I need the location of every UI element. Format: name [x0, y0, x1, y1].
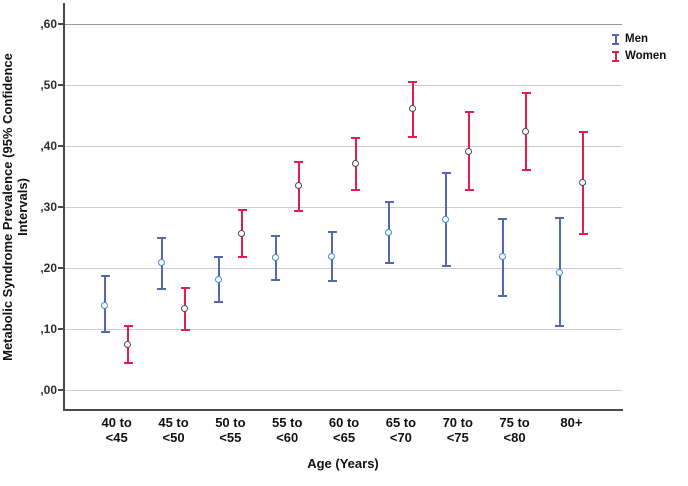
y-tick-mark [58, 145, 63, 148]
x-axis-title: Age (Years) [307, 456, 379, 471]
error-bar-cap [555, 216, 565, 219]
x-category-label: 40 to <45 [101, 415, 132, 446]
data-point-marker-men [214, 275, 222, 283]
y-tick-mark [58, 206, 63, 209]
y-tick-label: ,20 [40, 261, 57, 276]
error-bar-cap [408, 135, 418, 138]
gridline [64, 267, 622, 269]
data-point-marker-men [385, 228, 393, 236]
error-bar-cap [271, 234, 281, 237]
y-tick-label: ,30 [40, 200, 57, 215]
gridline [64, 145, 622, 147]
error-bar-cap [214, 300, 224, 303]
x-category-label: 70 to <75 [442, 415, 473, 446]
x-category-label: 50 to <55 [215, 415, 246, 446]
y-tick-mark [58, 328, 63, 331]
error-bar-cap [555, 325, 565, 328]
men-errorbar-icon [611, 34, 620, 46]
error-bar-cap [123, 362, 133, 365]
error-bar-cap [441, 265, 451, 268]
error-bar-cap [294, 209, 304, 212]
error-bar-cap [180, 328, 190, 331]
y-tick-mark [58, 84, 63, 87]
error-bar-cap [100, 331, 110, 334]
error-bar-cap [237, 255, 247, 258]
y-tick-label: ,40 [40, 139, 57, 154]
legend-label-men: Men [625, 33, 648, 45]
legend-item-women: Women [611, 50, 666, 64]
data-point-marker-women [181, 305, 189, 313]
legend-label-women: Women [625, 49, 667, 62]
data-point-marker-men [442, 216, 450, 224]
gridline [64, 84, 622, 86]
error-bar-cap [100, 275, 110, 278]
women-errorbar-icon [611, 51, 620, 63]
error-bar-cap [384, 262, 394, 265]
error-bar-cap [180, 287, 190, 290]
y-tick-mark [58, 267, 63, 270]
y-tick-mark [58, 23, 63, 26]
error-bar-cap [157, 288, 167, 291]
data-point-marker-men [328, 253, 336, 261]
error-bar-cap [521, 92, 531, 95]
y-axis-line [63, 3, 65, 410]
data-point-marker-men [498, 252, 506, 260]
gridline [64, 328, 622, 330]
error-bar-cap [157, 236, 167, 239]
y-tick-label: ,60 [40, 17, 57, 32]
data-point-marker-women [408, 105, 416, 113]
data-point-marker-women [294, 181, 302, 189]
y-tick-label: ,00 [40, 383, 57, 398]
data-point-marker-men [271, 253, 279, 261]
error-bar-cap [441, 172, 451, 175]
error-bar-cap [384, 200, 394, 203]
x-category-label: 65 to <70 [385, 415, 417, 446]
error-bar-cap [498, 217, 508, 220]
data-point-marker-men [555, 268, 563, 276]
gridline [64, 23, 622, 25]
data-point-marker-women [238, 229, 246, 237]
error-bar-cap [351, 189, 361, 192]
x-category-label: 75 to <80 [499, 415, 530, 446]
data-point-marker-men [157, 259, 165, 267]
error-bar-cap [578, 233, 588, 236]
y-tick-label: ,50 [40, 78, 57, 93]
error-bar-cap [123, 325, 133, 328]
legend: Men Women [611, 33, 666, 67]
x-axis-line [63, 409, 623, 411]
data-point-marker-women [124, 341, 132, 349]
error-bar-cap [294, 160, 304, 163]
error-bar-cap [464, 189, 474, 192]
data-point-marker-women [522, 128, 530, 136]
gridline [64, 389, 622, 391]
error-bar-cap [464, 110, 474, 113]
error-bar-cap [521, 169, 531, 172]
x-category-label: 45 to <50 [158, 415, 189, 446]
data-point-marker-women [579, 178, 587, 186]
data-point-marker-men [101, 301, 108, 309]
error-bar-cap [237, 208, 247, 211]
y-tick-mark [58, 389, 63, 392]
error-bar-cap [578, 130, 588, 133]
error-bar-cap [327, 231, 337, 234]
x-category-label: 55 to <60 [272, 415, 303, 446]
error-bar-cap [214, 255, 224, 258]
x-category-label: 80+ [560, 415, 583, 430]
data-point-marker-women [465, 147, 473, 155]
data-point-marker-women [351, 160, 359, 167]
gridline [64, 206, 622, 208]
error-bar-cap [498, 294, 508, 297]
x-category-label: 60 to <65 [328, 415, 360, 446]
error-bar-cap [327, 280, 337, 283]
error-bar-cap [351, 137, 361, 140]
y-tick-label: ,10 [40, 322, 57, 337]
legend-item-men: Men [611, 33, 666, 47]
error-bar-cap [408, 80, 418, 83]
error-bar-cap [271, 278, 281, 281]
